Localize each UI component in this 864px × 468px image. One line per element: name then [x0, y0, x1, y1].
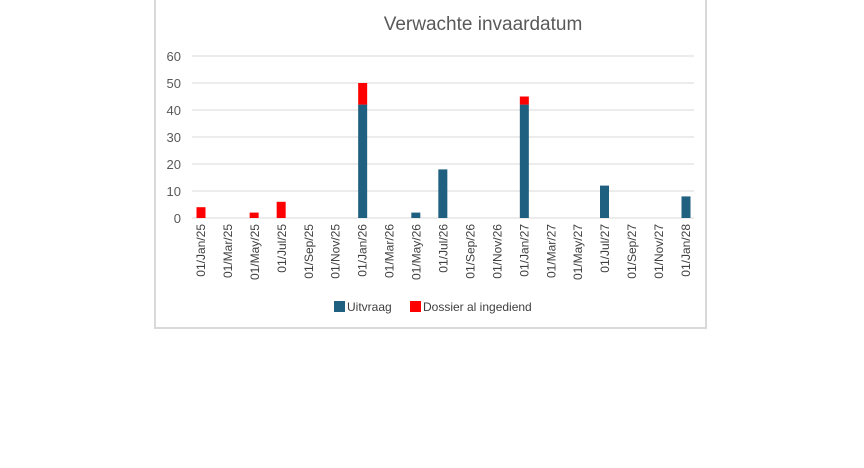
x-tick-label: 01/May/25 [248, 224, 262, 280]
x-tick-label: 01/Sep/26 [463, 224, 477, 279]
y-tick-label: 60 [167, 49, 181, 64]
x-tick-label: 01/Jul/27 [598, 224, 612, 273]
bar-uitvraag [438, 169, 448, 218]
x-tick-label: 01/Mar/25 [221, 224, 235, 278]
x-tick-label: 01/Jan/26 [356, 224, 370, 277]
y-tick-label: 0 [174, 211, 181, 226]
y-tick-label: 10 [167, 184, 181, 199]
x-tick-label: 01/Jan/28 [679, 224, 693, 277]
legend-label-dossier: Dossier al ingediend [423, 300, 532, 314]
bar-dossier [276, 201, 286, 218]
y-tick-label: 40 [167, 103, 181, 118]
legend-swatch-dossier [410, 301, 421, 312]
y-tick-label: 50 [167, 76, 181, 91]
x-tick-label: 01/May/26 [410, 224, 424, 280]
bar-dossier [249, 212, 259, 218]
y-tick-label: 30 [167, 130, 181, 145]
bar-uitvraag [681, 196, 691, 218]
legend-swatch-uitvraag [334, 301, 345, 312]
x-axis-labels: 01/Jan/25 01/Mar/25 01/May/25 01/Jul/25 01/S… [194, 224, 693, 280]
chart-title: Verwachte invaardatum [384, 14, 583, 35]
bar-dossier [519, 96, 529, 105]
x-tick-label: 01/May/27 [571, 224, 585, 280]
x-tick-label: 01/Mar/27 [544, 224, 558, 278]
legend-label-uitvraag: Uitvraag [347, 300, 392, 314]
bar-uitvraag [600, 185, 610, 218]
x-tick-label: 01/Nov/25 [329, 224, 343, 279]
bars-layer [196, 83, 691, 218]
bar-dossier [358, 83, 368, 105]
chart-frame: Verwachte invaardatum 0 10 20 30 40 50 60 01/J… [154, 0, 707, 329]
bar-dossier [196, 207, 206, 218]
x-tick-label: 01/Mar/26 [383, 224, 397, 278]
chart-svg: Verwachte invaardatum 0 10 20 30 40 50 60 01/J… [167, 14, 694, 314]
legend: Uitvraag Dossier al ingediend [334, 300, 532, 314]
y-tick-label: 20 [167, 157, 181, 172]
x-tick-label: 01/Sep/25 [302, 224, 316, 279]
grid-layer: 0 10 20 30 40 50 60 [167, 49, 694, 226]
bar-uitvraag [411, 212, 421, 218]
x-tick-label: 01/Sep/27 [625, 224, 639, 279]
x-tick-label: 01/Jul/25 [275, 224, 289, 273]
bar-uitvraag [358, 104, 368, 218]
x-tick-label: 01/Jan/25 [194, 224, 208, 277]
x-tick-label: 01/Nov/26 [490, 224, 504, 279]
bar-uitvraag [519, 104, 529, 218]
x-tick-label: 01/Nov/27 [652, 224, 666, 279]
x-tick-label: 01/Jul/26 [437, 224, 451, 273]
x-tick-label: 01/Jan/27 [517, 224, 531, 277]
